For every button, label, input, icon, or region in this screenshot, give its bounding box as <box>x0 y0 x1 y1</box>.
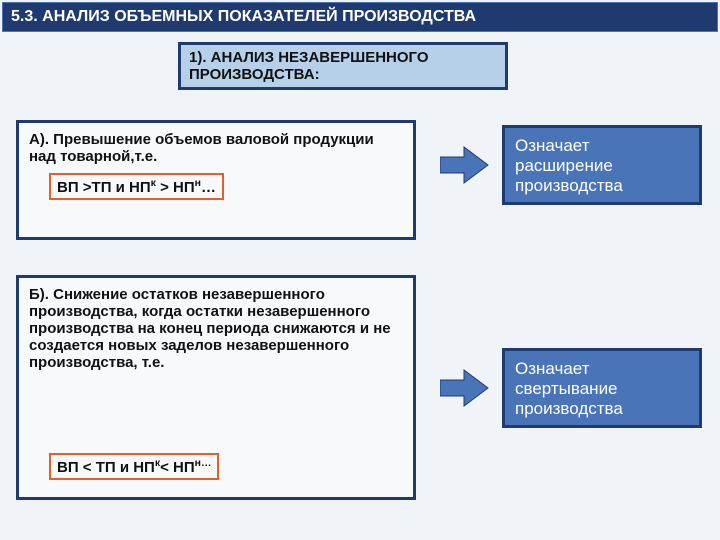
box-a: А). Превышение объемов валовой продукции… <box>16 120 416 240</box>
arrow-right-icon <box>440 368 490 408</box>
result-a-text: Означает расширение производства <box>515 136 623 195</box>
box-b-text: Б). Снижение остатков незавершенного про… <box>29 286 403 371</box>
box-a-text: А). Превышение объемов валовой продукции… <box>29 131 403 165</box>
arrow-right-icon <box>440 145 490 185</box>
result-a: Означает расширение производства <box>502 125 702 205</box>
formula-b: ВП < ТП и НПк< НПн… <box>49 453 219 480</box>
formula-a: ВП >ТП и НПк > НПн… <box>49 173 224 200</box>
section-header: 5.3. АНАЛИЗ ОБЪЕМНЫХ ПОКАЗАТЕЛЕЙ ПРОИЗВО… <box>2 2 718 32</box>
result-b-text: Означает свертывание производства <box>515 359 623 418</box>
result-b: Означает свертывание производства <box>502 348 702 428</box>
box-b: Б). Снижение остатков незавершенного про… <box>16 275 416 500</box>
subtitle-text: 1). АНАЛИЗ НЕЗАВЕРШЕННОГО ПРОИЗВОДСТВА: <box>189 49 429 83</box>
subtitle-box: 1). АНАЛИЗ НЕЗАВЕРШЕННОГО ПРОИЗВОДСТВА: <box>178 42 508 90</box>
section-header-text: 5.3. АНАЛИЗ ОБЪЕМНЫХ ПОКАЗАТЕЛЕЙ ПРОИЗВО… <box>11 8 476 26</box>
